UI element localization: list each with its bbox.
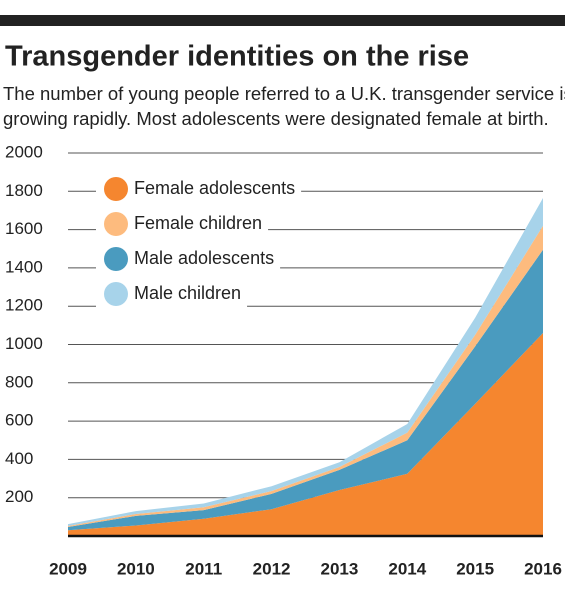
x-tick-label: 2012: [253, 559, 291, 578]
y-tick-label: 1200: [5, 296, 43, 315]
y-tick-label: 2000: [5, 142, 43, 161]
y-tick-label: 400: [5, 449, 33, 468]
legend-item: Female children: [96, 210, 269, 238]
legend-swatch: [104, 212, 128, 236]
x-tick-label: 2015: [456, 559, 494, 578]
legend-bg: [96, 175, 302, 203]
legend-label: Male children: [134, 283, 241, 303]
legend-label: Male adolescents: [134, 248, 274, 268]
subtitle: growing rapidly. Most adolescents were d…: [3, 108, 549, 129]
area: [68, 225, 543, 527]
y-tick-label: 600: [5, 411, 33, 430]
x-tick-label: 2009: [49, 559, 87, 578]
y-tick-label: 1600: [5, 219, 43, 238]
x-tick-label: 2011: [185, 559, 222, 578]
legend-swatch: [104, 247, 128, 271]
legend-swatch: [104, 177, 128, 201]
legend-item: Male children: [96, 280, 248, 308]
y-tick-label: 200: [5, 487, 33, 506]
x-tick-label: 2016: [524, 559, 562, 578]
legend-item: Female adolescents: [96, 175, 302, 203]
legend-swatch: [104, 282, 128, 306]
legend-item: Male adolescents: [96, 245, 281, 273]
area: [68, 333, 543, 536]
legend-label: Female adolescents: [134, 178, 295, 198]
y-tick-label: 800: [5, 372, 33, 391]
area: [68, 249, 543, 531]
y-tick-label: 1000: [5, 334, 43, 353]
x-tick-label: 2013: [321, 559, 359, 578]
y-tick-label: 1400: [5, 257, 43, 276]
x-tick-label: 2010: [117, 559, 155, 578]
legend-label: Female children: [134, 213, 262, 233]
area: [68, 198, 543, 527]
x-tick-label: 2014: [388, 559, 426, 578]
top-bar: [0, 15, 565, 26]
y-tick-label: 1800: [5, 181, 43, 200]
chart-title: Transgender identities on the rise: [5, 41, 469, 73]
subtitle: The number of young people referred to a…: [3, 83, 565, 104]
